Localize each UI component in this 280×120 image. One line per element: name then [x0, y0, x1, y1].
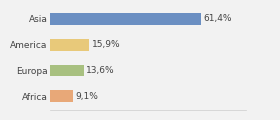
- Text: 15,9%: 15,9%: [92, 40, 120, 49]
- Bar: [50, 39, 89, 51]
- Bar: [50, 13, 201, 25]
- Bar: [50, 90, 73, 102]
- Bar: [50, 65, 84, 76]
- Text: 13,6%: 13,6%: [86, 66, 115, 75]
- Text: 61,4%: 61,4%: [203, 15, 232, 24]
- Text: 9,1%: 9,1%: [75, 92, 98, 101]
